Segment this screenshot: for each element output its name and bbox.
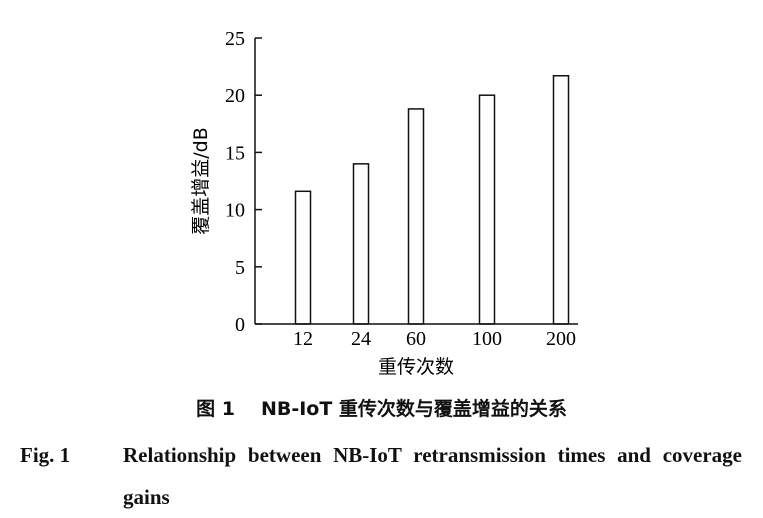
y-axis-ticks: 0 5 10 15 20 25 — [225, 28, 262, 336]
bar-chart: 0 5 10 15 20 25 12 24 60 100 200 覆盖增益/dB 重传次数 — [190, 28, 578, 378]
figure-caption-english: Fig. 1 Relationship between NB-IoT retra… — [20, 434, 742, 518]
bar-12 — [294, 190, 312, 325]
x-tick-label: 12 — [293, 328, 313, 350]
y-axis-label: 覆盖增益/dB — [190, 127, 212, 235]
y-tick-label: 20 — [225, 85, 245, 107]
bars-group — [294, 75, 570, 325]
caption-text-cn: NB-IoT 重传次数与覆盖增益的关系 — [260, 398, 567, 420]
bar-24 — [352, 163, 370, 325]
y-tick-label: 25 — [225, 28, 245, 50]
figure-number-en: Fig. 1 — [20, 443, 71, 467]
figure-number-cn: 图 1 — [196, 398, 235, 420]
x-tick-label: 200 — [546, 328, 576, 350]
bar-100 — [478, 94, 496, 325]
y-tick-label: 15 — [225, 142, 245, 164]
x-tick-label: 60 — [406, 328, 426, 350]
bar-200 — [552, 75, 570, 325]
x-tick-label: 100 — [472, 328, 502, 350]
bar-60 — [407, 108, 425, 325]
y-tick-label: 0 — [235, 314, 245, 336]
x-axis-ticks: 12 24 60 100 200 — [293, 328, 576, 350]
figure-caption-chinese: 图 1 NB-IoT 重传次数与覆盖增益的关系 — [0, 394, 763, 421]
caption-text-en: Relationship between NB-IoT retransmissi… — [123, 443, 742, 509]
y-tick-label: 10 — [225, 200, 245, 222]
y-tick-label: 5 — [235, 257, 245, 279]
x-tick-label: 24 — [351, 328, 371, 350]
x-axis-label: 重传次数 — [378, 356, 454, 378]
